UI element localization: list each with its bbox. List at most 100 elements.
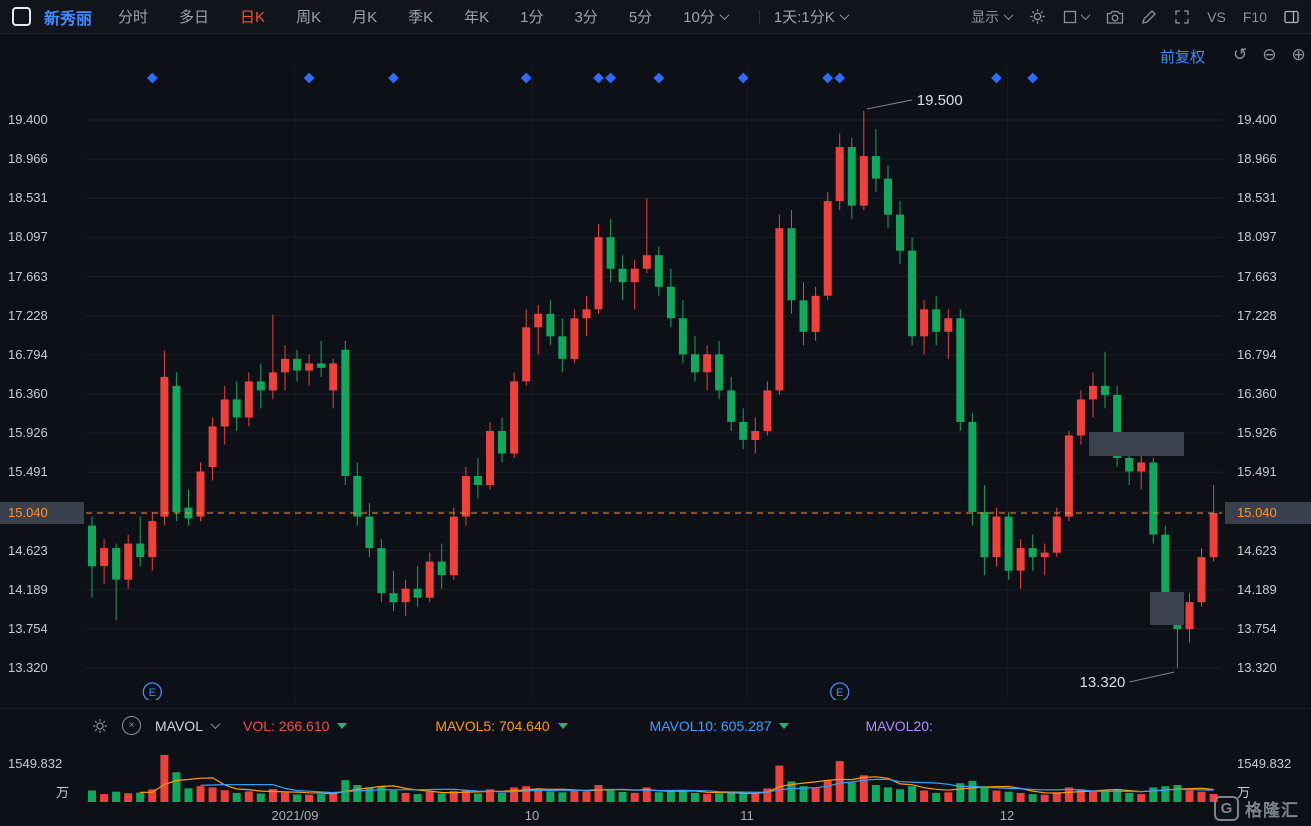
vol-readout: VOL: 266.610 [243, 717, 348, 734]
price-axis-label: 14.623 [1237, 543, 1277, 558]
tab-3分[interactable]: 3分 [574, 6, 597, 27]
price-axis-label: 16.360 [1237, 386, 1277, 401]
indicator-bar: × MAVOL VOL: 266.610 MAVOL5: 704.640 MAV… [0, 708, 1311, 742]
mavol10-dropdown-triangle-icon[interactable] [779, 722, 790, 729]
tab-分时[interactable]: 分时 [118, 6, 148, 27]
interval-label: 1天:1分K [773, 9, 835, 26]
chevron-down-icon [1003, 10, 1014, 21]
tab-日K[interactable]: 日K [240, 6, 265, 27]
zoom-in-icon[interactable]: ⊕ [1291, 45, 1306, 64]
display-label: 显示 [971, 8, 1000, 25]
period-tabs: 分时 多日 日K 周K 月K 季K 年K 1分 3分 5分 10分 [118, 6, 759, 27]
svg-text:E: E [149, 687, 156, 699]
toolbar-divider [758, 9, 760, 24]
mavol5-dropdown-triangle-icon[interactable] [557, 722, 568, 729]
chevron-down-icon[interactable] [210, 719, 221, 730]
panel-layout-icon[interactable] [1284, 10, 1299, 24]
watermark-text: 格隆汇 [1245, 801, 1299, 820]
tab-1分[interactable]: 1分 [520, 6, 543, 27]
tab-label: 日K [240, 9, 266, 26]
price-axis-label: 13.754 [8, 621, 48, 636]
tab-label: 多日 [179, 9, 210, 26]
tab-label: 3分 [574, 9, 598, 26]
mavol5-label: MAVOL5: [435, 717, 496, 734]
mavol20-readout: MAVOL20: [865, 718, 932, 734]
svg-text:19.500: 19.500 [917, 92, 963, 109]
volume-plot [88, 755, 1218, 802]
display-menu-button[interactable]: 显示 [971, 7, 1014, 27]
price-axis-left: 19.400 18.966 18.531 18.097 17.663 17.228 16.7… [0, 66, 86, 700]
tab-label: 周K [296, 9, 322, 26]
zoom-out-icon[interactable]: ⊖ [1262, 45, 1277, 64]
tab-周K[interactable]: 周K [296, 6, 321, 27]
indicator-close-icon[interactable]: × [122, 716, 141, 735]
price-axis-label: 17.228 [8, 308, 48, 323]
price-axis-label: 15.491 [1237, 464, 1277, 479]
fullscreen-expand-icon[interactable] [1174, 9, 1190, 25]
candlestick-chart[interactable]: E E 19.500 13.320 [86, 66, 1222, 702]
chevron-down-icon [839, 10, 850, 21]
gelonghui-logo-icon: G [1214, 796, 1239, 821]
price-axis-label: 15.926 [1237, 425, 1277, 440]
mavol20-label: MAVOL20: [865, 717, 933, 734]
settings-gear-icon[interactable] [1029, 8, 1046, 25]
current-price-tag-left: 15.040 [0, 502, 84, 524]
price-axis-label: 13.320 [8, 660, 48, 675]
mavol10-readout: MAVOL10: 605.287 [650, 718, 790, 734]
price-axis-label: 18.531 [1237, 190, 1277, 205]
indicator-selector[interactable]: MAVOL [155, 717, 203, 734]
volume-chart[interactable] [86, 752, 1222, 804]
x-axis-label: 2021/09 [271, 808, 319, 823]
f10-info-button[interactable]: F10 [1242, 8, 1267, 25]
price-axis-label: 13.320 [1237, 660, 1277, 675]
chevron-down-icon [1080, 10, 1091, 21]
tab-5分[interactable]: 5分 [629, 6, 652, 27]
price-axis-right: 19.400 18.966 18.531 18.097 17.663 17.228 16.7… [1225, 66, 1311, 700]
mavol5-value: 704.640 [498, 717, 550, 734]
interval-selector[interactable]: 1天:1分K [773, 6, 850, 27]
price-axis-label: 15.926 [8, 425, 48, 440]
tab-label: 月K [352, 9, 378, 26]
indicator-settings-gear-icon[interactable] [92, 718, 108, 734]
price-axis-label: 16.794 [8, 347, 48, 362]
chart-style-button[interactable] [1063, 10, 1091, 24]
vol-value: 266.610 [278, 717, 330, 734]
vol-dropdown-triangle-icon[interactable] [337, 722, 348, 729]
tab-10分[interactable]: 10分 [683, 6, 730, 27]
price-axis-label: 13.754 [1237, 621, 1277, 636]
tab-月K[interactable]: 月K [352, 6, 377, 27]
price-axis-label: 19.400 [8, 112, 48, 127]
chevron-down-icon [719, 10, 730, 21]
tab-label: 季K [408, 9, 434, 26]
tab-季K[interactable]: 季K [408, 6, 433, 27]
mavol10-value: 605.287 [720, 717, 772, 734]
tab-年K[interactable]: 年K [464, 6, 489, 27]
price-axis-label: 17.663 [1237, 269, 1277, 284]
tab-多日[interactable]: 多日 [179, 6, 209, 27]
volume-axis-unit-left: 万 [56, 785, 70, 800]
draw-pencil-icon[interactable] [1141, 9, 1157, 25]
price-axis-label: 17.228 [1237, 308, 1277, 323]
volume-axis-max-left: 1549.832 [8, 756, 63, 771]
volume-axis-max-right: 1549.832 [1237, 756, 1292, 771]
top-toolbar: 新秀丽 分时 多日 日K 周K 月K 季K 年K 1分 3分 5分 10分 1天:1分K 显示 [0, 0, 1311, 34]
price-axis-label: 16.360 [8, 386, 48, 401]
mavol10-label: MAVOL10: [649, 717, 717, 734]
vs-compare-button[interactable]: VS [1207, 8, 1226, 25]
price-axis-label: 17.663 [8, 269, 48, 284]
tab-label: 5分 [628, 9, 653, 26]
mavol5-readout: MAVOL5: 704.640 [435, 717, 568, 734]
undo-icon[interactable]: ↺ [1233, 45, 1248, 64]
tab-label: 10分 [683, 9, 715, 26]
price-axis-label: 18.966 [8, 151, 48, 166]
close-icon: × [128, 720, 135, 731]
adjust-mode-button[interactable]: 前复权 [1160, 49, 1206, 66]
price-axis-label: 15.491 [8, 464, 48, 479]
app-logo-icon[interactable] [12, 7, 31, 26]
price-axis-label: 16.794 [1237, 347, 1277, 362]
price-axis-label: 14.189 [8, 582, 48, 597]
gelonghui-watermark: G 格隆汇 [1214, 796, 1299, 821]
price-axis-label: 18.531 [8, 190, 48, 205]
screenshot-camera-icon[interactable] [1106, 9, 1124, 25]
